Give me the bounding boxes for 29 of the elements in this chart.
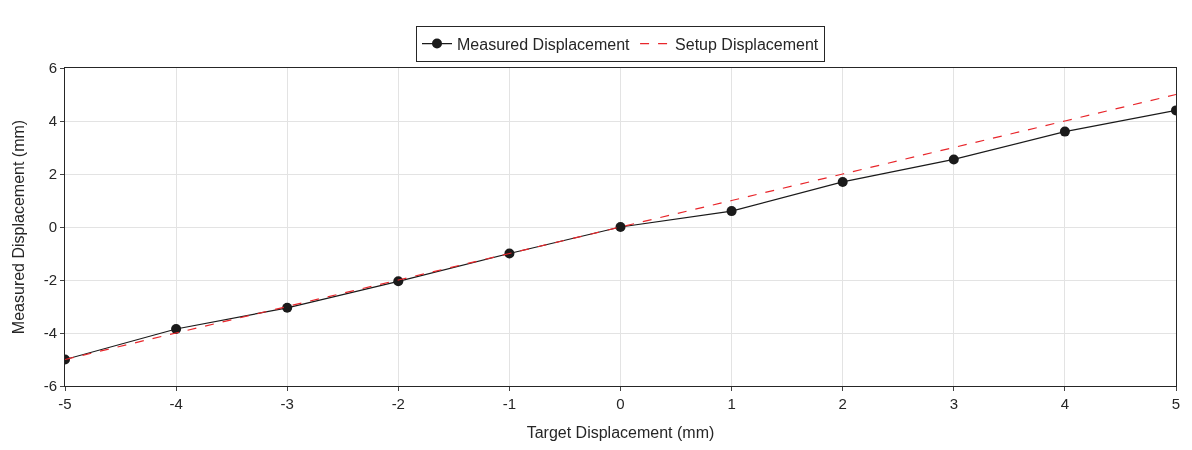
y-tick-label: -6 (43, 377, 57, 395)
point (726, 206, 737, 217)
x-tick-label: -3 (280, 395, 294, 412)
x-tick-label: -1 (502, 395, 517, 412)
x-tick-label: 3 (949, 395, 958, 412)
point (837, 176, 848, 187)
legend-label: Measured Displacement (457, 35, 631, 53)
x-tick-label: 2 (838, 395, 847, 412)
y-tick-label: 6 (48, 59, 57, 77)
point (171, 324, 182, 335)
x-tick-label: 5 (1171, 395, 1181, 412)
x-tick-label: -4 (169, 395, 183, 412)
y-tick-label: 2 (48, 165, 57, 183)
y-tick-label: 0 (48, 218, 57, 236)
point (1059, 126, 1070, 137)
point (948, 154, 959, 165)
x-tick-label: 0 (616, 395, 625, 412)
y-tick-label: 4 (48, 112, 57, 130)
x-axis-title: Target Displacement (mm) (526, 423, 715, 441)
x-tick-label: 4 (1060, 395, 1070, 412)
y-axis-title: Measured Displacement (mm) (9, 119, 27, 335)
y-tick-label: -2 (43, 271, 57, 289)
x-tick-label: -2 (391, 395, 405, 412)
y-tick-label: -4 (43, 324, 57, 342)
legend-label: Setup Displacement (675, 35, 819, 53)
x-tick-label: 1 (727, 395, 736, 412)
point (615, 222, 626, 232)
point (282, 302, 293, 313)
x-tick-label: -5 (58, 395, 72, 412)
